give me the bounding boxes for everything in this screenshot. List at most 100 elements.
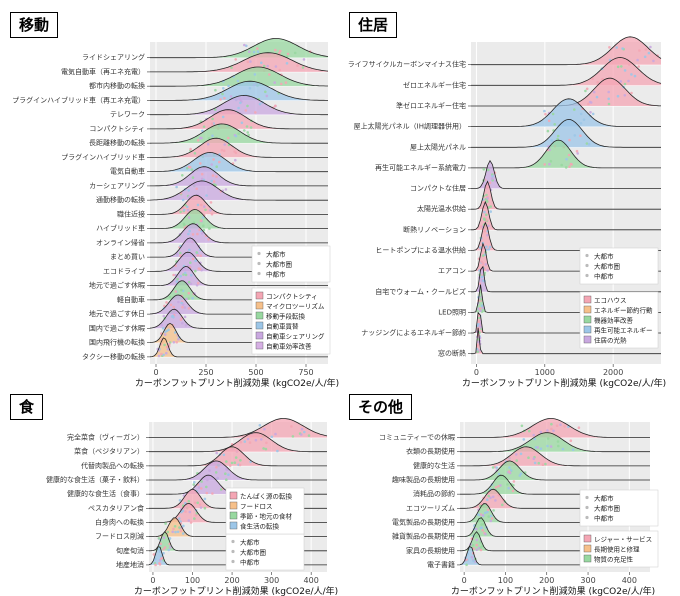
data-point	[300, 433, 303, 436]
category-label: ナッジングによるエネルギー節約	[361, 328, 466, 337]
data-point	[175, 340, 178, 344]
data-point	[158, 550, 162, 553]
data-point	[215, 175, 218, 178]
data-point	[211, 174, 215, 177]
category-label: 衣類の長期使用	[406, 447, 455, 456]
data-point	[175, 280, 179, 283]
data-point	[196, 501, 199, 505]
data-point	[192, 483, 195, 486]
data-point	[228, 464, 232, 467]
data-point	[243, 43, 246, 47]
data-point	[162, 548, 165, 551]
data-point	[501, 503, 504, 507]
data-point	[236, 79, 240, 83]
data-point	[488, 181, 492, 185]
data-point	[153, 557, 157, 561]
data-point	[495, 466, 499, 469]
ridge-fill	[460, 489, 650, 509]
data-point	[210, 179, 213, 183]
data-point	[224, 188, 228, 191]
data-point	[302, 58, 306, 61]
data-point	[262, 447, 265, 450]
legend-label: 大都市	[266, 250, 286, 259]
data-point	[563, 425, 566, 428]
data-point	[202, 224, 205, 228]
data-point	[483, 218, 487, 221]
data-point	[475, 548, 479, 552]
data-point	[248, 50, 251, 53]
data-point	[201, 216, 205, 219]
data-point	[234, 58, 237, 61]
ridge-line	[460, 460, 650, 481]
data-point	[551, 112, 555, 116]
data-point	[210, 163, 213, 166]
data-point	[584, 89, 587, 93]
data-point	[577, 426, 581, 430]
data-point	[265, 94, 269, 98]
data-point	[239, 440, 243, 444]
ridge-fill	[149, 432, 327, 452]
category-label: 健康的な食生活（菓子・飲料）	[46, 475, 144, 484]
legend-label: 機器効率改善	[594, 316, 634, 325]
data-point	[486, 510, 489, 514]
data-point	[176, 530, 180, 534]
data-point	[489, 210, 493, 213]
ridge-fill	[150, 67, 328, 87]
x-tick-label: 100	[185, 576, 200, 585]
legend-key	[255, 321, 264, 330]
panel-title-housing: 住居	[349, 12, 398, 38]
data-point	[244, 109, 248, 112]
data-point	[167, 548, 170, 552]
category-label: ゼロエネルギー住宅	[403, 80, 466, 89]
data-point	[550, 139, 554, 142]
legend-label: エネルギー節約行動	[594, 306, 653, 315]
legend-key	[585, 273, 589, 278]
data-point	[519, 452, 523, 456]
data-point	[486, 233, 489, 237]
data-point	[518, 474, 522, 477]
ridge-fill	[150, 95, 328, 115]
data-point	[187, 216, 191, 219]
data-point	[187, 189, 190, 192]
legend-box	[579, 530, 659, 568]
legend-key	[255, 331, 264, 340]
data-point	[592, 90, 596, 94]
legend-label: 自動車シェアリング	[266, 332, 325, 341]
data-point	[173, 525, 177, 528]
data-point	[481, 306, 485, 310]
legend-label: 移動手段転換	[266, 312, 306, 321]
ridge-line	[471, 327, 661, 355]
data-point	[219, 98, 222, 101]
legend-label: マイクロツーリズム	[266, 302, 325, 311]
data-point	[184, 323, 188, 327]
data-point	[221, 92, 224, 96]
data-point	[258, 424, 262, 427]
data-point	[636, 58, 639, 62]
data-point	[173, 331, 177, 334]
ridge-line	[149, 418, 328, 438]
data-point	[229, 95, 233, 98]
data-point	[589, 111, 592, 114]
data-point	[169, 303, 173, 307]
data-point	[274, 104, 277, 108]
legend-label: 再生可能エネルギー	[594, 326, 653, 335]
ridge-fill	[150, 266, 328, 286]
data-point	[556, 137, 559, 141]
data-point	[544, 112, 547, 116]
data-point	[165, 301, 168, 304]
legend-box	[225, 487, 305, 535]
data-point	[178, 526, 181, 529]
ridge-fill	[150, 38, 328, 58]
data-point	[560, 163, 563, 167]
data-point	[511, 489, 515, 493]
data-point	[248, 86, 252, 90]
data-point	[203, 205, 206, 208]
category-label: エコドライブ	[103, 266, 145, 275]
data-point	[258, 102, 262, 106]
data-point	[184, 273, 188, 277]
data-point	[172, 527, 175, 531]
ridge-line	[471, 200, 661, 231]
data-point	[221, 115, 225, 119]
x-tick-label: 0	[462, 576, 467, 585]
data-point	[240, 121, 244, 125]
